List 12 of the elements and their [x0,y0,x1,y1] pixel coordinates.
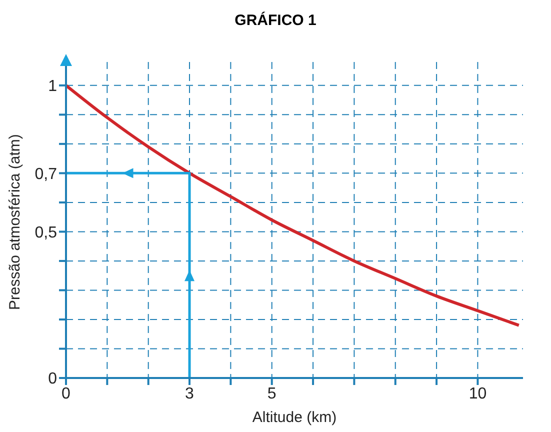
y-tick-label: 0,7 [34,166,58,183]
y-tick-label: 0 [48,370,58,388]
x-tick-label: 3 [185,385,194,402]
chart-title: GRÁFICO 1 [234,10,318,31]
y-tick-label: 1 [48,78,58,96]
x-tick-label: 0 [62,385,71,402]
x-tick-label: 5 [267,385,276,402]
y-tick-label: 0,5 [34,224,58,242]
x-tick-label: 10 [468,385,487,402]
x-axis-title: Altitude (km) [252,409,337,426]
y-axis-title: Pressão atmosférica (atm) [6,134,24,310]
line-series [66,84,520,327]
